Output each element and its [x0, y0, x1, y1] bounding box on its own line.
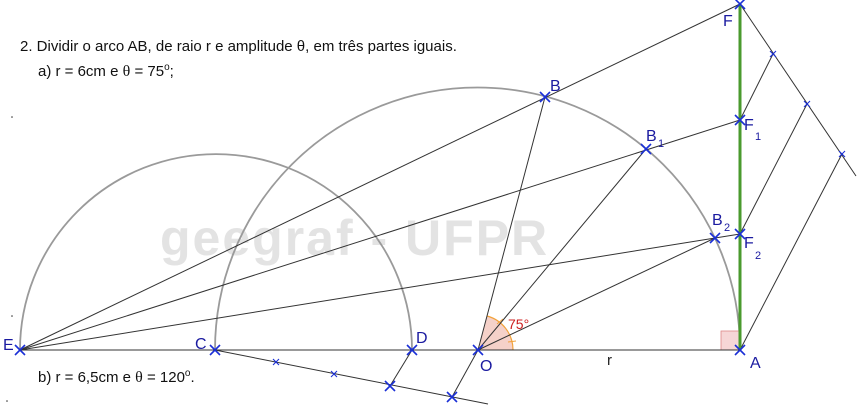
label-F1-sub: 1 [755, 131, 761, 143]
part-a-value: = 75 [130, 63, 165, 80]
label-F1: F [744, 117, 754, 134]
problem-part-b: b) r = 6,5cm e θ = 120o. [38, 368, 195, 387]
label-D: D [416, 330, 428, 347]
point-mark-B [539, 91, 551, 103]
part-b-prefix: b) r = 6,5cm e [38, 369, 136, 386]
point-mark-O [472, 344, 484, 356]
point-mark-D [406, 344, 418, 356]
part-a-degree: o [164, 62, 170, 73]
label-C: C [195, 336, 207, 353]
label-F2-sub: 2 [755, 250, 761, 262]
label-B: B [550, 78, 561, 95]
point-mark-B2 [709, 232, 721, 244]
division-ticks [272, 50, 846, 378]
point-mark-A [734, 344, 746, 356]
point-mark-F2 [734, 228, 746, 240]
arc-CA [214, 86, 741, 351]
angle-label: 75° [508, 316, 529, 332]
point-mark-B1 [640, 143, 652, 155]
label-F2: F [744, 235, 754, 252]
point-mark-H [446, 391, 458, 403]
problem-heading-text: 2. Dividir o arco AB, de raio r e amplit… [20, 38, 457, 55]
label-F: F [723, 13, 733, 30]
part-b-theta: θ [135, 369, 143, 386]
part-a-end: ; [169, 63, 174, 80]
angle-arc [486, 315, 514, 351]
construction-lines [19, 3, 857, 405]
label-O: O [480, 358, 492, 375]
label-A: A [750, 355, 761, 372]
part-a-theta: θ [122, 63, 131, 80]
point-mark-C [209, 344, 221, 356]
problem-part-a: a) r = 6cm e θ = 75o; [38, 62, 174, 81]
part-b-value: = 120 [142, 369, 185, 386]
point-mark-G [384, 380, 396, 392]
label-B1-sub: 1 [658, 138, 664, 150]
point-mark-F1 [734, 114, 746, 126]
problem-heading: 2. Dividir o arco AB, de raio r e amplit… [20, 38, 457, 55]
label-E: E [3, 337, 14, 354]
point-marks [14, 0, 746, 403]
radius-label: r [607, 352, 612, 369]
part-b-end: . [190, 369, 195, 386]
part-b-degree: o [184, 368, 191, 379]
arc-ED [19, 153, 413, 351]
point-mark-E [14, 344, 26, 356]
part-a-prefix: a) r = 6cm e [38, 63, 123, 80]
watermark: geegraf - UFPR [160, 210, 549, 266]
label-B1: B [646, 128, 657, 145]
label-B2: B [712, 212, 723, 229]
angle-sector [478, 316, 514, 350]
point-mark-F [734, 0, 746, 10]
label-B2-sub: 2 [724, 222, 730, 234]
